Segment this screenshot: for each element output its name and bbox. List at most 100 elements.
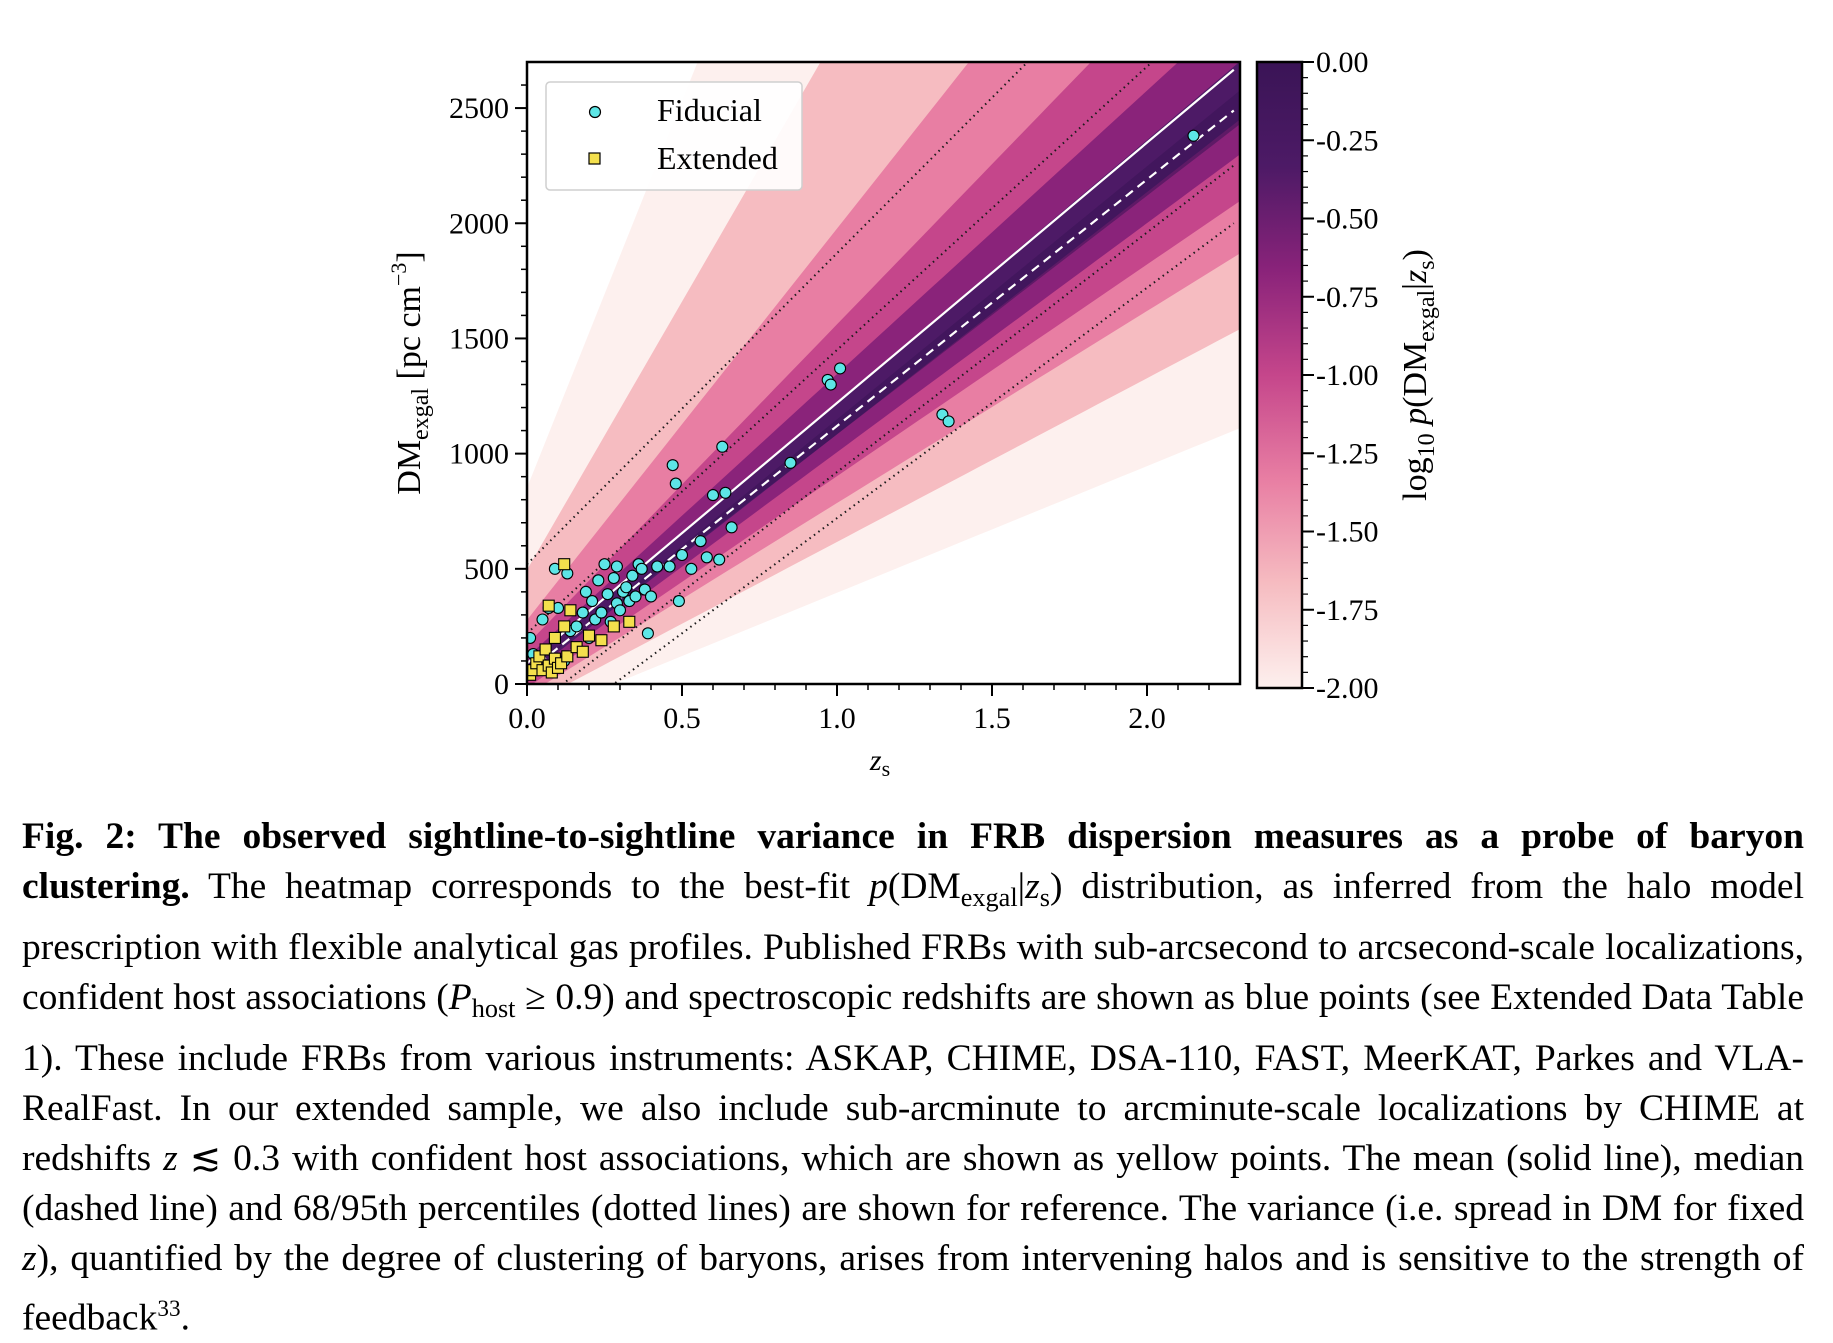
colorbar: 0.00 -0.25 -0.50 -0.75 -1.00 -1.25 -1.50 -1.75 -…: [1255, 46, 1440, 705]
heatmap-band-6: [527, 90, 1240, 673]
point-extended-21: [607, 620, 620, 633]
point-extended-3: [533, 650, 546, 663]
y-tick-label-0: 0: [494, 668, 509, 701]
y-tick-label-3: 1500: [449, 322, 509, 355]
caption-eq-z3: z: [22, 1237, 37, 1279]
point-fiducial-18: [598, 558, 611, 571]
median-line: [527, 109, 1235, 674]
point-fiducial-54: [942, 415, 955, 428]
point-fiducial-38: [669, 477, 682, 490]
legend-extended-label: Extended: [657, 140, 778, 176]
point-extended-14: [558, 558, 571, 571]
point-fiducial-33: [641, 627, 654, 640]
caption-text-4: with confident host associations, which …: [22, 1137, 1804, 1229]
point-fiducial-29: [629, 590, 642, 603]
point-fiducial-40: [675, 548, 689, 562]
point-fiducial-10: [570, 620, 583, 633]
point-extended-19: [582, 629, 596, 642]
x-tick-label-3: 1.5: [973, 702, 1011, 735]
figure-caption: Fig. 2: The observed sightline-to-sightl…: [22, 812, 1804, 1343]
point-fiducial-37: [666, 459, 679, 472]
colorbar-tick-label-3: -0.75: [1316, 281, 1379, 314]
caption-eq-open: (DM: [887, 866, 961, 907]
data-points: [527, 129, 1200, 681]
point-fiducial-35: [651, 560, 664, 573]
colorbar-tick-label-2: -0.50: [1316, 203, 1379, 236]
y-tick-label-2: 1000: [449, 438, 509, 471]
point-fiducial-16: [592, 574, 605, 587]
legend-extended-marker: [588, 152, 601, 165]
percentile-line-2: [561, 164, 1235, 684]
colorbar-gradient: [1257, 62, 1302, 688]
point-fiducial-24: [613, 604, 627, 617]
point-fiducial-42: [694, 535, 707, 548]
caption-text-6: .: [180, 1297, 190, 1339]
x-tick-label-1: 0.5: [663, 702, 701, 735]
caption-eq-lesssim: ≲ 0.3: [177, 1137, 281, 1179]
point-extended-5: [539, 643, 552, 656]
point-extended-13: [558, 620, 571, 633]
point-extended-7: [542, 599, 555, 612]
point-fiducial-17: [595, 606, 608, 619]
percentile-line-0: [527, 62, 1030, 565]
caption-eq-P: P: [448, 976, 472, 1018]
colorbar-tick-label-5: -1.25: [1316, 437, 1379, 470]
point-fiducial-11: [576, 606, 589, 619]
y-tick-label-4: 2000: [449, 207, 509, 240]
point-fiducial-52: [834, 362, 847, 375]
point-fiducial-41: [685, 562, 698, 575]
colorbar-tick-label-8: -2.00: [1316, 672, 1379, 705]
point-fiducial-36: [663, 560, 676, 573]
legend: Fiducial Extended: [545, 81, 803, 191]
point-fiducial-39: [672, 595, 685, 608]
point-fiducial-34: [644, 590, 658, 603]
caption-eq-host: host: [471, 993, 516, 1023]
point-fiducial-45: [713, 553, 726, 566]
caption-eq-sub: exgal: [960, 882, 1018, 912]
colorbar-tick-label-1: -0.25: [1316, 124, 1379, 157]
caption-text-1: The heatmap corresponds to the best-fit: [207, 866, 870, 907]
y-tick-label-5: 2500: [449, 92, 509, 125]
point-fiducial-47: [719, 486, 732, 499]
point-fiducial-48: [725, 521, 738, 534]
colorbar-tick-label-0: 0.00: [1316, 46, 1369, 79]
point-fiducial-49: [784, 456, 797, 469]
point-fiducial-51: [824, 378, 837, 391]
caption-eq-bar: |: [1017, 866, 1026, 907]
point-extended-15: [561, 650, 574, 663]
point-fiducial-46: [716, 440, 729, 453]
plot-frame: [525, 60, 1242, 686]
caption-text-2: distribution, as inferred from the halo …: [22, 866, 1804, 1018]
point-fiducial-28: [626, 569, 639, 582]
heatmap: [527, 62, 1240, 684]
x-axis-ticks: 0.0 0.5 1.0 1.5 2.0: [508, 684, 1210, 735]
point-extended-20: [595, 634, 608, 647]
caption-reference: 33: [157, 1295, 181, 1322]
y-axis-label: DMexgal [pc cm−3]: [386, 251, 434, 494]
point-fiducial-3: [536, 613, 549, 626]
point-fiducial-43: [700, 551, 713, 564]
x-tick-label-4: 2.0: [1128, 702, 1166, 735]
point-fiducial-31: [635, 562, 648, 575]
point-fiducial-44: [706, 489, 720, 502]
y-axis-ticks: 0 500 1000 1500 2000 2500: [449, 84, 527, 701]
caption-eq-close: ): [1049, 866, 1063, 907]
x-axis-label: zs: [869, 744, 890, 781]
colorbar-tick-label-4: -1.00: [1316, 359, 1379, 392]
point-fiducial-26: [620, 581, 633, 594]
colorbar-tick-label-7: -1.75: [1316, 594, 1379, 627]
legend-fiducial-label: Fiducial: [657, 92, 762, 128]
caption-eq-z2: z: [163, 1137, 178, 1179]
point-extended-16: [564, 604, 577, 617]
point-fiducial-23: [610, 560, 623, 573]
caption-text-5: ), quantified by the degree of clusterin…: [22, 1237, 1804, 1339]
x-tick-label-0: 0.0: [508, 702, 546, 735]
caption-eq-z: z: [1025, 866, 1040, 907]
point-extended-12: [555, 657, 568, 670]
point-extended-18: [576, 645, 589, 658]
point-fiducial-19: [601, 588, 614, 601]
point-fiducial-14: [586, 595, 599, 608]
point-extended-22: [623, 615, 636, 628]
point-fiducial-0: [527, 631, 537, 644]
